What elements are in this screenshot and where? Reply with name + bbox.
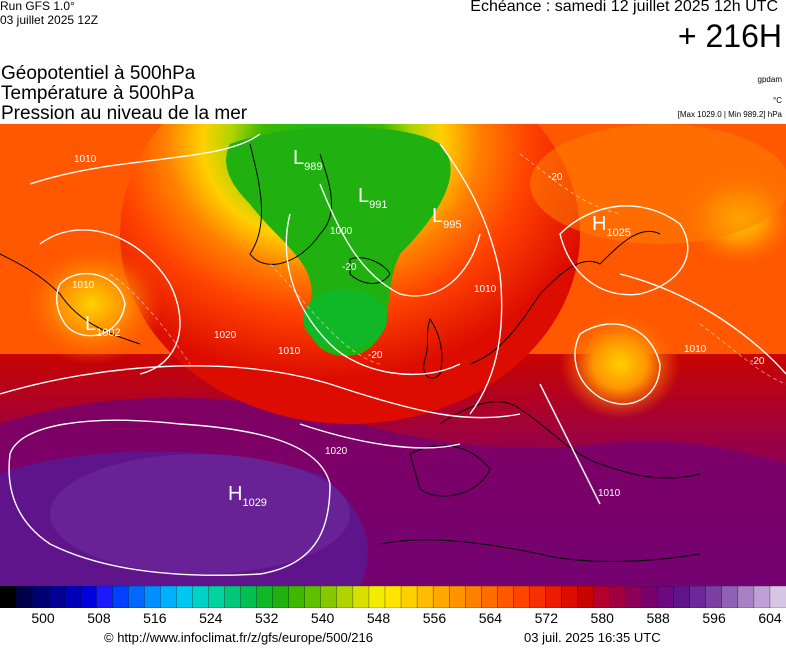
- color-scale-tick: 548: [366, 610, 391, 626]
- forecast-valid-time: Echéance : samedi 12 juillet 2025 12h UT…: [470, 0, 778, 15]
- color-scale-cell: [737, 586, 755, 608]
- isobar-label: 1010: [278, 346, 301, 357]
- isobar-label: 1010: [474, 284, 497, 295]
- color-scale-tick: 604: [758, 610, 782, 626]
- isotherm-label: -20: [548, 172, 563, 183]
- color-scale-cell: [96, 586, 113, 608]
- color-scale-cell: [15, 586, 33, 608]
- color-scale-cell: [416, 586, 434, 608]
- isobar-label: 1010: [74, 154, 97, 165]
- color-scale-cell: [208, 586, 226, 608]
- color-scale-cell: [160, 586, 177, 608]
- color-scale-cell: [609, 586, 627, 608]
- run-date: 03 juillet 2025 12Z: [0, 13, 99, 27]
- color-scale-tick: 532: [255, 610, 279, 626]
- color-scale-cell: [272, 586, 290, 608]
- isobar-label: 1000: [330, 226, 353, 237]
- color-scale-cell: [47, 586, 65, 608]
- unit-geopotential: gpdam: [757, 75, 782, 84]
- color-scale-cell: [320, 586, 338, 608]
- color-scale-tick: 540: [310, 610, 335, 626]
- color-scale-cell: [304, 586, 322, 608]
- color-scale-cell: [0, 586, 17, 608]
- color-scale-tick: 572: [534, 610, 558, 626]
- color-scale-tick: 588: [646, 610, 670, 626]
- color-scale-cell: [128, 586, 145, 608]
- isobar-label: 1010: [684, 344, 707, 355]
- color-scale-cell: [336, 586, 354, 608]
- high-pressure-center: H1029: [228, 483, 267, 509]
- color-scale-cell: [673, 586, 691, 608]
- isobar-label: 1020: [214, 330, 237, 341]
- run-label: Run GFS 1.0°: [0, 0, 75, 13]
- color-scale-tick: 516: [143, 610, 167, 626]
- low-pressure-center: L991: [358, 185, 387, 211]
- isotherm-label: -20: [342, 262, 357, 273]
- color-scale-cell: [368, 586, 386, 608]
- color-scale-cell: [31, 586, 49, 608]
- forecast-horizon: + 216H: [677, 18, 782, 54]
- isobar-label: 1010: [72, 280, 95, 291]
- color-scale-cell: [240, 586, 258, 608]
- color-scale-cell: [481, 586, 498, 608]
- color-scale-tick: 500: [31, 610, 55, 626]
- color-scale-cell: [192, 586, 209, 608]
- color-scale-cell: [432, 586, 450, 608]
- low-pressure-center: L989: [293, 147, 322, 173]
- color-scale-cell: [641, 586, 659, 608]
- low-pressure-center: L995: [432, 205, 461, 231]
- color-scale-cell: [80, 586, 97, 608]
- pressure-range: [Max 1029.0 | Min 989.2] hPa: [677, 110, 782, 119]
- color-scale-cell: [753, 586, 771, 608]
- color-scale-cell: [448, 586, 466, 608]
- color-scale-tick: 564: [478, 610, 503, 626]
- isobar-label: 1020: [325, 446, 348, 457]
- color-scale-cell: [465, 586, 482, 608]
- color-scale-cell: [144, 586, 161, 608]
- color-scale-cell: [513, 586, 530, 608]
- color-scale-bar: [0, 586, 786, 608]
- isotherm-label: -20: [750, 356, 765, 367]
- color-scale-cell: [497, 586, 514, 608]
- generation-date: 03 juil. 2025 16:35 UTC: [524, 630, 661, 645]
- copyright-url: © http://www.infoclimat.fr/z/gfs/europe/…: [104, 630, 373, 645]
- color-scale-cell: [593, 586, 611, 608]
- unit-temperature: °C: [773, 96, 782, 105]
- layer-title-geopotential: Géopotentiel à 500hPa: [1, 63, 196, 84]
- color-scale-cell: [288, 586, 306, 608]
- color-scale-cell: [769, 586, 786, 608]
- color-scale-cell: [256, 586, 274, 608]
- color-scale-cell: [352, 586, 370, 608]
- color-scale-cell: [176, 586, 193, 608]
- color-scale-cell: [689, 586, 707, 608]
- color-scale-cell: [384, 586, 402, 608]
- color-scale-labels: 500 508 516 524 532 540 548 556 564 572 580 588 596 6…: [0, 610, 786, 628]
- color-scale-cell: [577, 586, 594, 608]
- high-pressure-center: H1025: [592, 213, 631, 239]
- color-scale-cell: [224, 586, 242, 608]
- color-scale-cell: [64, 586, 81, 608]
- color-scale-tick: 556: [422, 610, 447, 626]
- layer-title-pressure: Pression au niveau de la mer: [1, 103, 248, 124]
- color-scale-cell: [400, 586, 418, 608]
- color-scale-tick: 508: [87, 610, 111, 626]
- color-scale-cell: [657, 586, 675, 608]
- low-pressure-center: L1002: [85, 313, 121, 339]
- color-scale-cell: [112, 586, 129, 608]
- color-scale-cell: [529, 586, 546, 608]
- isotherm-label: -20: [368, 350, 383, 361]
- layer-title-temperature: Température à 500hPa: [1, 83, 195, 104]
- color-scale-tick: 524: [199, 610, 223, 626]
- weather-map: L989 L991 L995 L1002 H1029 H1025 1010 10…: [0, 124, 786, 586]
- color-scale-tick: 580: [590, 610, 614, 626]
- color-scale-cell: [705, 586, 723, 608]
- color-scale-tick: 596: [702, 610, 726, 626]
- color-scale-cell: [545, 586, 562, 608]
- color-scale-cell: [625, 586, 643, 608]
- color-scale-cell: [721, 586, 739, 608]
- isobar-label: 1010: [598, 488, 621, 499]
- color-scale-cell: [561, 586, 578, 608]
